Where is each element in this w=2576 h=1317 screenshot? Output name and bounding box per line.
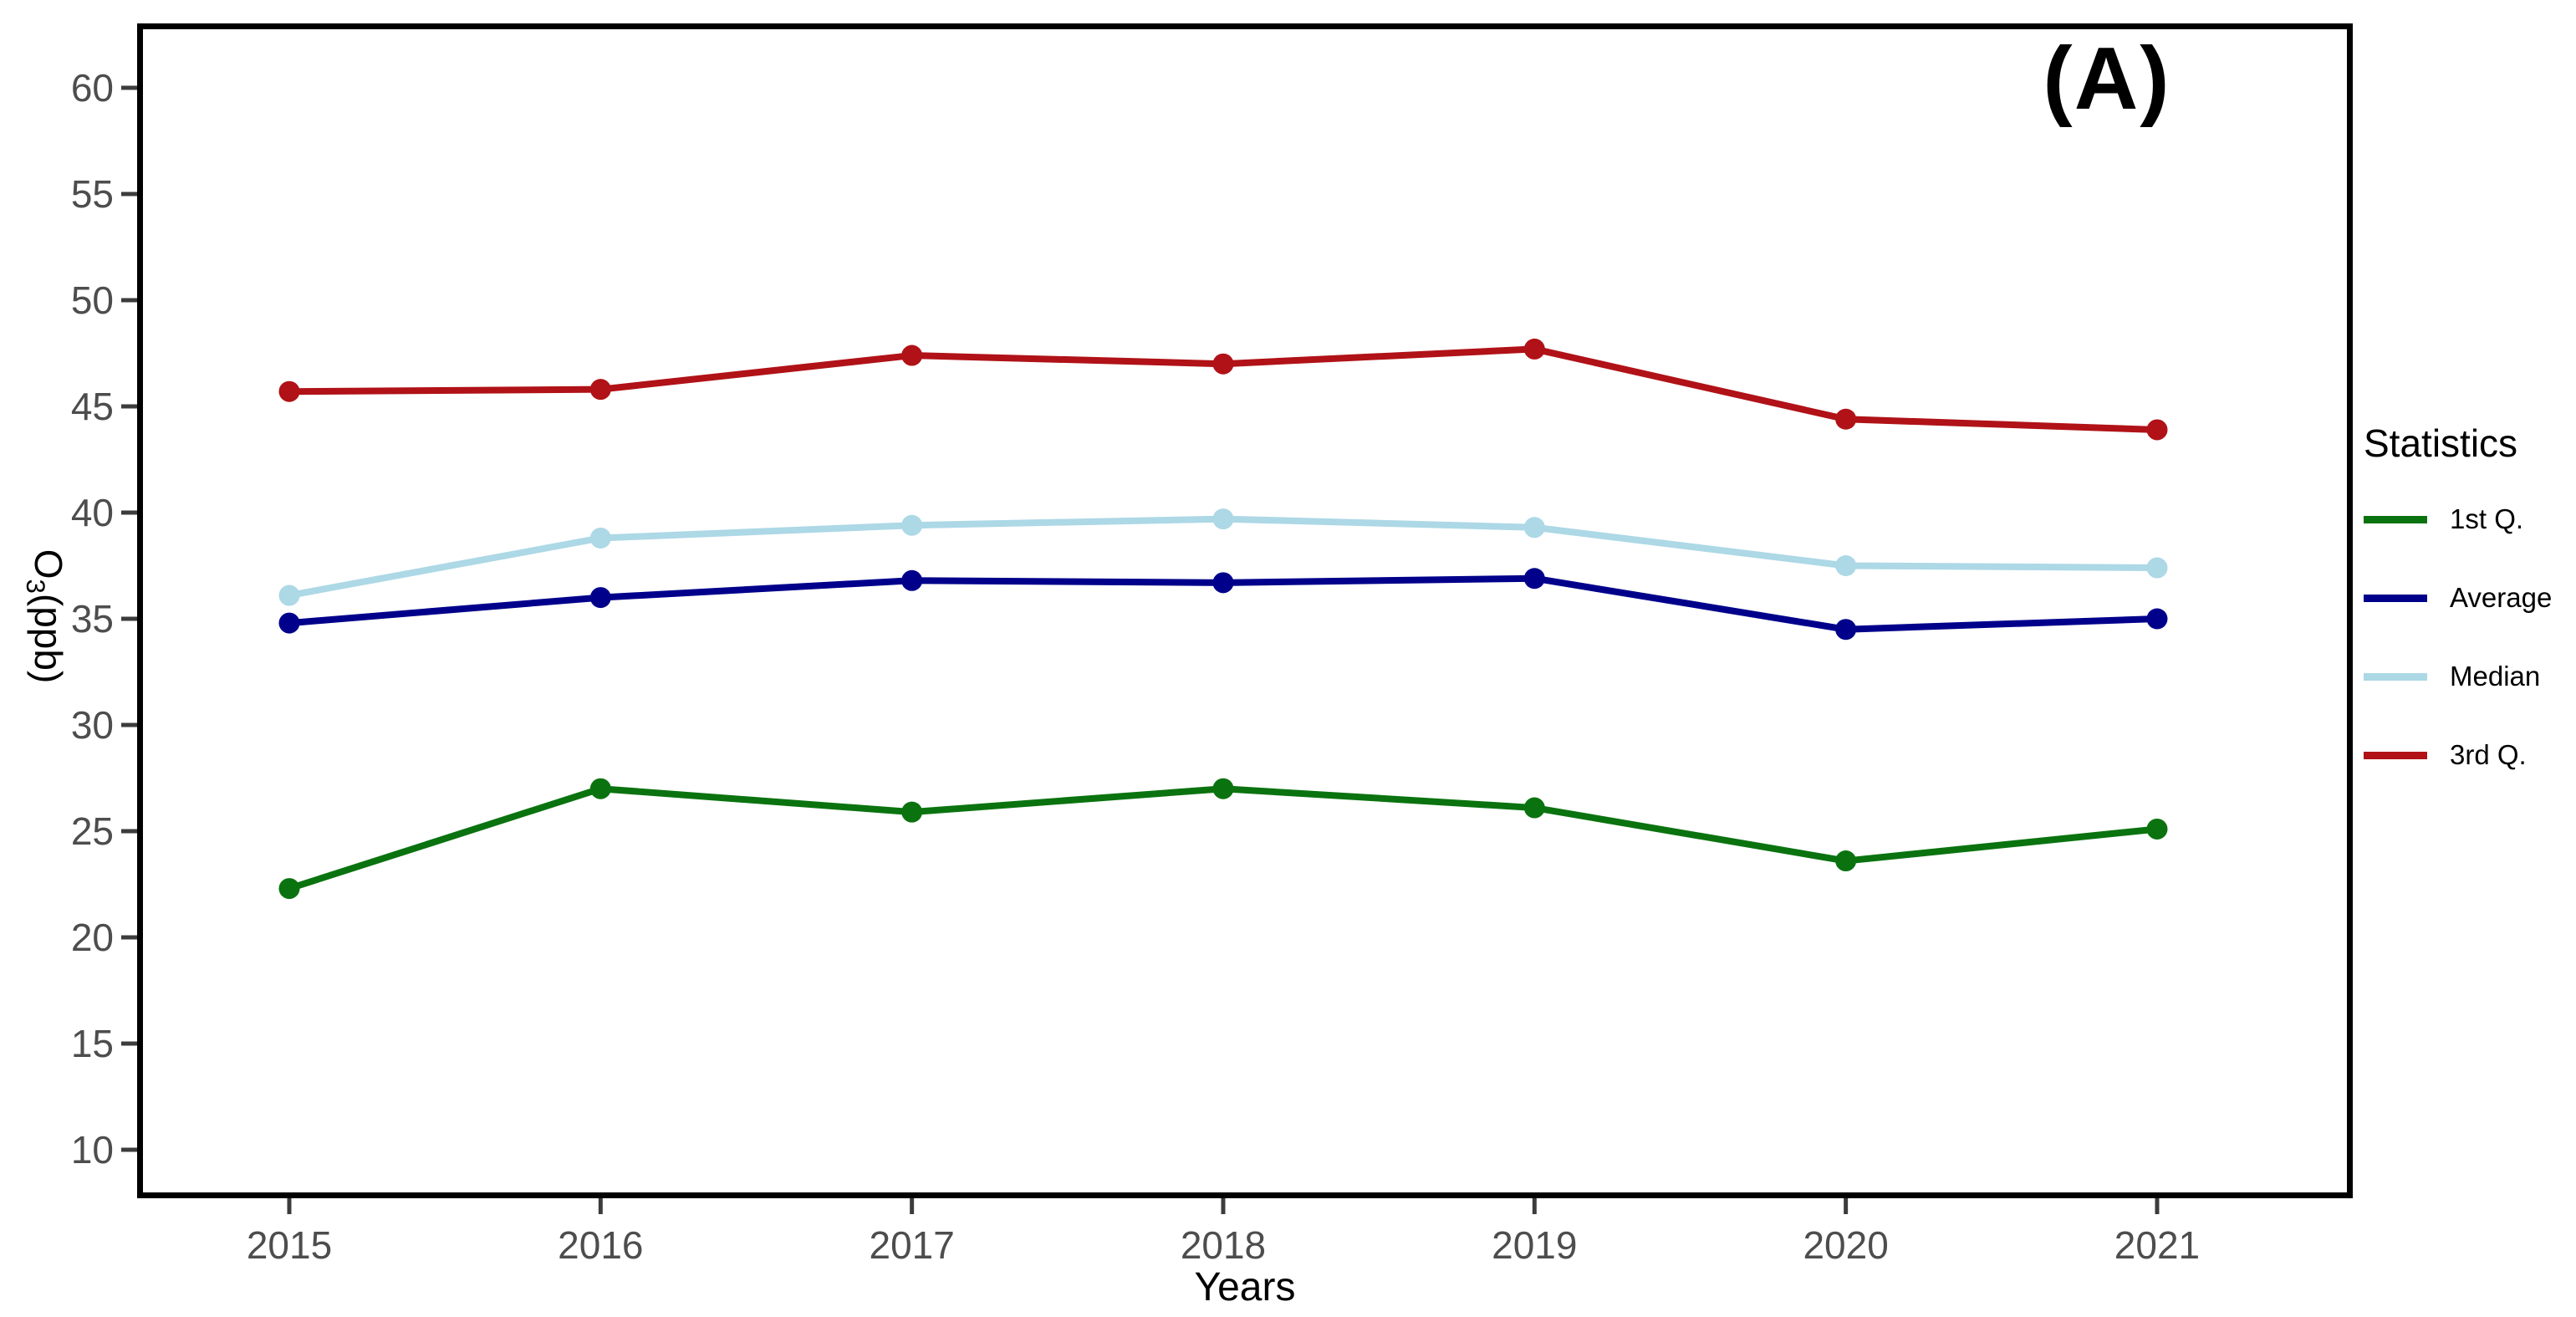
data-point-median-2017 <box>901 514 923 536</box>
legend-item-average: Average <box>2364 582 2553 613</box>
y-tick-label: 15 <box>70 1022 114 1065</box>
data-point-median-2021 <box>2146 557 2168 579</box>
data-point-average-2016 <box>589 587 611 609</box>
legend-swatch-3rd-q <box>2364 751 2427 759</box>
legend-title: Statistics <box>2364 421 2518 465</box>
data-point-average-2017 <box>901 569 923 591</box>
data-point-1st-q-2016 <box>589 778 611 799</box>
y-axis-label-subscript: 3 <box>20 579 50 594</box>
y-tick-label: 55 <box>70 172 114 216</box>
data-point-3rd-q-2017 <box>901 345 923 366</box>
y-axis-label: O3(ppb) <box>20 449 74 784</box>
y-tick-label: 50 <box>70 278 114 322</box>
x-tick-label: 2015 <box>246 1223 333 1267</box>
x-axis-label: Years <box>1194 1265 1296 1309</box>
y-tick-label: 45 <box>70 385 114 428</box>
y-tick-label: 30 <box>70 703 114 747</box>
y-axis-label-unit: (ppb) <box>27 593 70 684</box>
data-point-3rd-q-2019 <box>1523 338 1545 360</box>
y-tick-label: 60 <box>70 66 114 110</box>
data-point-1st-q-2018 <box>1212 778 1234 799</box>
y-tick-label: 40 <box>70 491 114 534</box>
data-point-average-2015 <box>278 612 300 634</box>
data-point-3rd-q-2020 <box>1835 408 1857 430</box>
data-point-3rd-q-2018 <box>1212 353 1234 375</box>
data-point-1st-q-2020 <box>1835 850 1857 872</box>
data-point-1st-q-2019 <box>1523 797 1545 819</box>
series-line-1st-q <box>286 785 2160 892</box>
legend-label: Average <box>2450 582 2553 613</box>
legend-items: 1st Q. Average Median 3rd Q. <box>2364 503 2553 770</box>
legend-item-median: Median <box>2364 661 2552 692</box>
data-point-median-2018 <box>1212 508 1234 530</box>
data-point-3rd-q-2015 <box>278 380 300 402</box>
data-point-median-2015 <box>278 584 300 606</box>
legend-swatch-average <box>2364 594 2427 602</box>
y-tick-label: 35 <box>70 597 114 641</box>
x-tick-label: 2020 <box>1803 1223 1889 1267</box>
data-point-3rd-q-2021 <box>2146 419 2168 441</box>
x-tick-label: 2017 <box>869 1223 955 1267</box>
data-point-average-2018 <box>1212 572 1234 594</box>
data-point-1st-q-2015 <box>278 878 300 900</box>
legend: Statistics 1st Q. Average Median 3rd Q. <box>2364 421 2552 819</box>
y-tick-label: 25 <box>70 809 114 853</box>
y-tick-label: 20 <box>70 916 114 959</box>
x-tick-label: 2021 <box>2114 1223 2201 1267</box>
legend-label: Median <box>2450 661 2541 692</box>
legend-item-3rd-q: 3rd Q. <box>2364 739 2552 770</box>
data-point-average-2021 <box>2146 608 2168 630</box>
legend-label: 3rd Q. <box>2450 739 2527 770</box>
y-axis-label-main: O <box>27 549 70 579</box>
panel-border <box>137 23 2353 1198</box>
data-point-median-2016 <box>589 527 611 549</box>
data-point-median-2020 <box>1835 555 1857 576</box>
legend-swatch-median <box>2364 672 2427 681</box>
panel-annotation: (A) <box>2043 29 2171 128</box>
legend-swatch-1st-q <box>2364 515 2427 523</box>
legend-label: 1st Q. <box>2450 503 2524 534</box>
data-point-average-2019 <box>1523 568 1545 590</box>
x-tick-label: 2016 <box>558 1223 644 1267</box>
legend-item-1st-q: 1st Q. <box>2364 503 2552 534</box>
data-point-median-2019 <box>1523 517 1545 539</box>
data-point-average-2020 <box>1835 619 1857 641</box>
x-tick-label: 2018 <box>1180 1223 1267 1267</box>
data-point-1st-q-2021 <box>2146 818 2168 840</box>
data-point-3rd-q-2016 <box>589 379 611 401</box>
y-tick-label: 10 <box>70 1128 114 1172</box>
x-tick-label: 2019 <box>1492 1223 1578 1267</box>
data-point-1st-q-2017 <box>901 801 923 823</box>
